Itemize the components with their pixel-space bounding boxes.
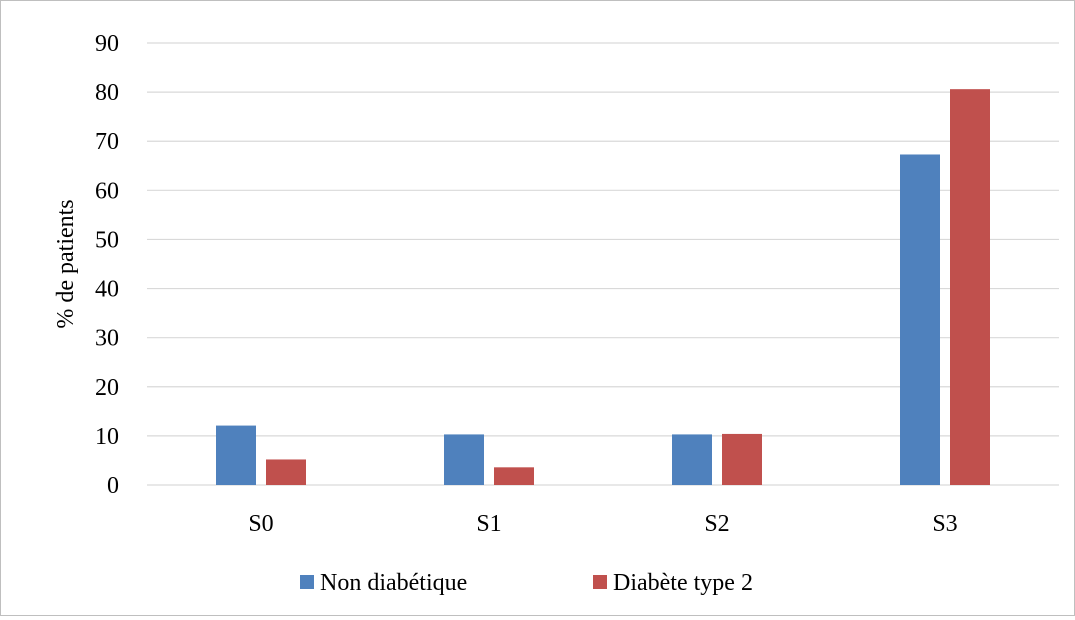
y-axis-title: % de patients bbox=[53, 199, 79, 328]
x-category-label: S1 bbox=[476, 511, 501, 537]
y-tick-label: 90 bbox=[95, 31, 119, 57]
y-tick-label: 30 bbox=[95, 326, 119, 352]
gridlines bbox=[147, 42, 1059, 486]
legend-label: Diabète type 2 bbox=[613, 570, 753, 596]
y-tick-label: 20 bbox=[95, 375, 119, 401]
bar-s1-series-2 bbox=[494, 467, 534, 485]
y-tick-label: 50 bbox=[95, 227, 119, 253]
y-tick-label: 60 bbox=[95, 178, 119, 204]
legend-label: Non diabétique bbox=[320, 570, 467, 596]
legend-swatch bbox=[593, 575, 607, 589]
x-axis-labels: S0 S1 S2 S3 bbox=[248, 511, 957, 537]
legend-swatch bbox=[300, 575, 314, 589]
bars bbox=[216, 89, 990, 486]
x-category-label: S0 bbox=[248, 511, 273, 537]
legend: Non diabétique Diabète type 2 bbox=[300, 570, 753, 596]
y-tick-label: 40 bbox=[95, 277, 119, 303]
y-tick-label: 80 bbox=[95, 80, 119, 106]
y-tick-label: 70 bbox=[95, 129, 119, 155]
bar-s0-series-1 bbox=[216, 425, 256, 485]
bar-s0-series-2 bbox=[266, 459, 306, 485]
y-tick-label: 0 bbox=[107, 473, 119, 499]
y-axis-ticks: 0 10 20 30 40 50 60 70 80 90 bbox=[95, 31, 119, 499]
x-category-label: S3 bbox=[932, 511, 957, 537]
bar-s2-series-2 bbox=[722, 433, 762, 485]
bar-s1-series-1 bbox=[444, 434, 484, 485]
bar-s3-series-1 bbox=[900, 154, 940, 485]
bar-s3-series-2 bbox=[950, 89, 990, 486]
y-tick-label: 10 bbox=[95, 424, 119, 450]
x-category-label: S2 bbox=[704, 511, 729, 537]
bar-s2-series-1 bbox=[672, 434, 712, 485]
